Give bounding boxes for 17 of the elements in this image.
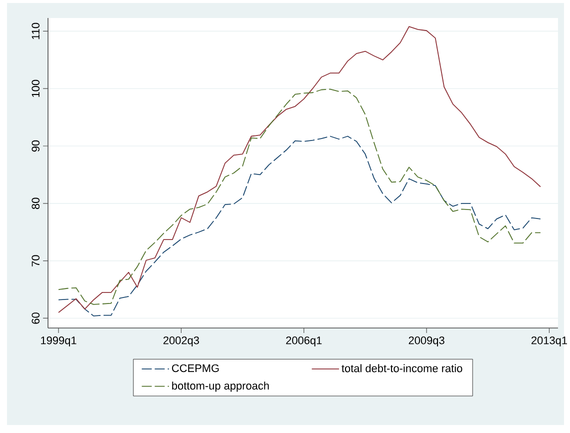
line-series xyxy=(58,136,541,316)
x-tick-label: 1999q1 xyxy=(41,336,76,346)
y-tick-label: 90 xyxy=(32,140,40,152)
x-tick-label: 2009q3 xyxy=(408,336,444,346)
x-tick-label: 2002q3 xyxy=(163,336,199,346)
y-tick-label: 110 xyxy=(32,22,40,40)
y-tick-label: 100 xyxy=(32,80,40,97)
y-tick-label: 60 xyxy=(32,312,40,324)
line-series xyxy=(58,88,541,305)
x-tick-label: 2013q1 xyxy=(532,336,567,346)
x-tick-label: 2006q1 xyxy=(286,336,322,346)
y-tick-label: 70 xyxy=(32,255,40,266)
y-tick-label: 80 xyxy=(32,198,40,210)
legend-label: total debt-to-income ratio xyxy=(342,364,462,372)
legend-label: bottom-up approach xyxy=(172,382,269,392)
line-series xyxy=(58,26,541,313)
legend-label: CCEPMG xyxy=(172,364,219,372)
